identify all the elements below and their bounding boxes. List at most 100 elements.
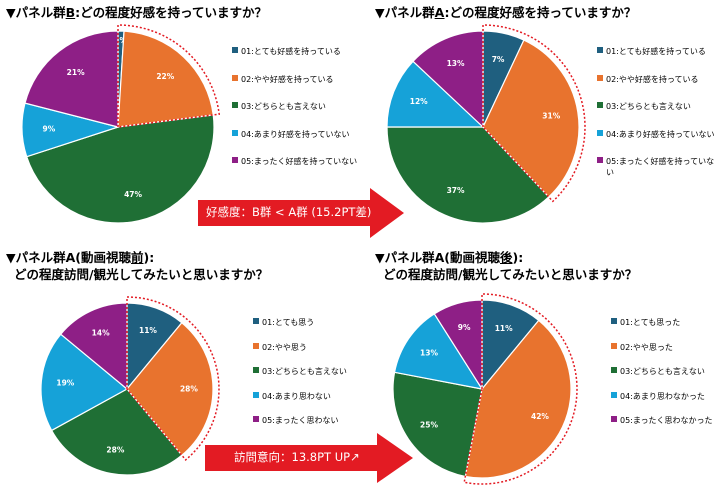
data-label-4: 13% [420, 348, 438, 357]
legend-item-4: 04:あまり思わない [253, 391, 331, 402]
legend-label: 01:とても思った [620, 318, 681, 327]
comparison-arrow-top [198, 188, 404, 238]
highlight-outline [126, 296, 220, 461]
legend-item-1: 01:とても思う [253, 317, 314, 328]
legend-swatch [597, 74, 603, 81]
arrow-label-bottom: 訪問意向：13.8PT UP↗ [234, 450, 360, 464]
legend-swatch [611, 318, 617, 324]
highlight-outline [463, 293, 578, 485]
chart-title-panel-b-favorability: ▼パネル群B:どの程度好感を持っていますか？ [6, 5, 268, 20]
data-label-5: 13% [447, 59, 465, 68]
data-label-2: 28% [180, 385, 198, 394]
legend-label: 05:まったく思わなかった [620, 416, 713, 425]
legend-swatch [232, 74, 238, 81]
legend-label: 01:とても思う [262, 318, 315, 327]
legend-item-5: 05:まったく好感を持っていない [232, 156, 357, 167]
legend-label: 04:あまり思わない [262, 391, 331, 401]
legend-item-2: 02:やや好感を持っている [597, 74, 698, 85]
legend-item-5: 05:まったく好感を持っていない [597, 156, 714, 178]
legend-swatch [253, 318, 259, 324]
legend-label: 04:あまり好感を持っていない [241, 129, 350, 139]
legend-label: 02:やや思った [620, 342, 673, 352]
legend-swatch [253, 367, 259, 373]
arrow-shape-top [198, 188, 404, 238]
legend-item-3: 03:どちらとも言えない [611, 366, 705, 377]
legend-label: 04:あまり好感を持っていない [606, 129, 715, 139]
legend-label: 02:やや思う [262, 342, 307, 352]
legend-item-1: 01:とても好感を持っている [597, 46, 706, 57]
legend-item-4: 04:あまり好感を持っていない [597, 129, 714, 140]
legend-swatch [597, 102, 603, 108]
legend-swatch [597, 129, 603, 136]
pie-slice-3 [386, 126, 550, 224]
data-label-1: 7% [492, 55, 505, 64]
data-label-2: 31% [542, 112, 560, 121]
legend-label: 05:まったく思わない [262, 416, 339, 425]
legend-swatch [611, 416, 617, 422]
legend-swatch [597, 157, 603, 163]
data-label-3: 25% [420, 421, 438, 430]
legend-swatch [253, 391, 259, 398]
legend-label: 04:あまり思わなかった [620, 391, 705, 401]
legend-swatch [232, 47, 238, 53]
pie-slice-2 [482, 39, 580, 198]
pie-slice-5 [59, 302, 128, 391]
legend-item-3: 03:どちらとも言えない [597, 101, 691, 112]
legend-item-1: 01:とても思った [611, 317, 680, 328]
pie-slice-2 [126, 321, 214, 457]
data-label-1: 11% [139, 326, 157, 335]
pie-slice-3 [50, 388, 183, 476]
legend-swatch [611, 342, 617, 349]
chart-title-panel-a-favorability: ▼パネル群A:どの程度好感を持っていますか？ [375, 5, 637, 20]
legend-label: 05:まったく好感を持っていない [241, 157, 358, 166]
legend-item-4: 04:あまり好感を持っていない [232, 129, 349, 140]
pie-slice-4 [386, 60, 485, 128]
chart-title-panel-a-before: ▼パネル群A(動画視聴前): どの程度訪問/観光してみたいと思いますか？ [6, 250, 269, 282]
chart-title-panel-a-after: ▼パネル群A(動画視聴後): どの程度訪問/観光してみたいと思いますか？ [375, 250, 638, 282]
data-label-5: 9% [458, 323, 471, 332]
pie-slice-5 [24, 30, 119, 128]
data-label-4: 12% [410, 97, 428, 106]
legend-label: 03:どちらとも言えない [241, 102, 326, 111]
pie-slice-5 [412, 30, 484, 129]
legend-swatch [253, 416, 259, 422]
data-label-5: 21% [67, 68, 85, 77]
legend-label: 03:どちらとも言えない [262, 367, 347, 376]
pie-slice-2 [117, 30, 214, 128]
legend-label: 03:どちらとも言えない [606, 102, 691, 111]
legend-item-2: 02:やや好感を持っている [232, 74, 333, 85]
arrow-label-top: 好感度：B群 < A群 (15.2PT差) [206, 205, 372, 219]
legend-item-3: 03:どちらとも言えない [253, 366, 347, 377]
legend-item-5: 05:まったく思わない [253, 415, 339, 426]
legend-label: 05:まったく好感を持っていない [606, 157, 715, 177]
data-label-2: 42% [531, 412, 549, 421]
pie-slice-4 [393, 313, 484, 390]
pie-slice-4 [40, 333, 129, 432]
data-label-1: 1% [114, 36, 127, 45]
legend-item-3: 03:どちらとも言えない [232, 101, 326, 112]
legend-label: 01:とても好感を持っている [606, 47, 706, 56]
legend-item-1: 01:とても好感を持っている [232, 46, 341, 57]
legend-swatch [611, 391, 617, 398]
data-label-3: 28% [106, 445, 124, 454]
data-label-2: 22% [156, 72, 174, 81]
comparison-arrow-bottom [205, 433, 413, 483]
legend-swatch [232, 102, 238, 108]
data-label-4: 9% [43, 125, 56, 134]
arrow-shape-bottom [205, 433, 413, 483]
pie-slice-3 [392, 371, 483, 478]
legend-swatch [232, 157, 238, 163]
legend-label: 01:とても好感を持っている [241, 47, 341, 56]
legend-item-5: 05:まったく思わなかった [611, 415, 713, 426]
pie-slice-2 [464, 319, 572, 479]
data-label-3: 47% [124, 190, 142, 199]
legend-label: 02:やや好感を持っている [241, 74, 334, 84]
data-label-5: 14% [92, 328, 110, 337]
data-label-4: 19% [56, 379, 74, 388]
legend-swatch [253, 342, 259, 349]
legend-swatch [597, 47, 603, 53]
